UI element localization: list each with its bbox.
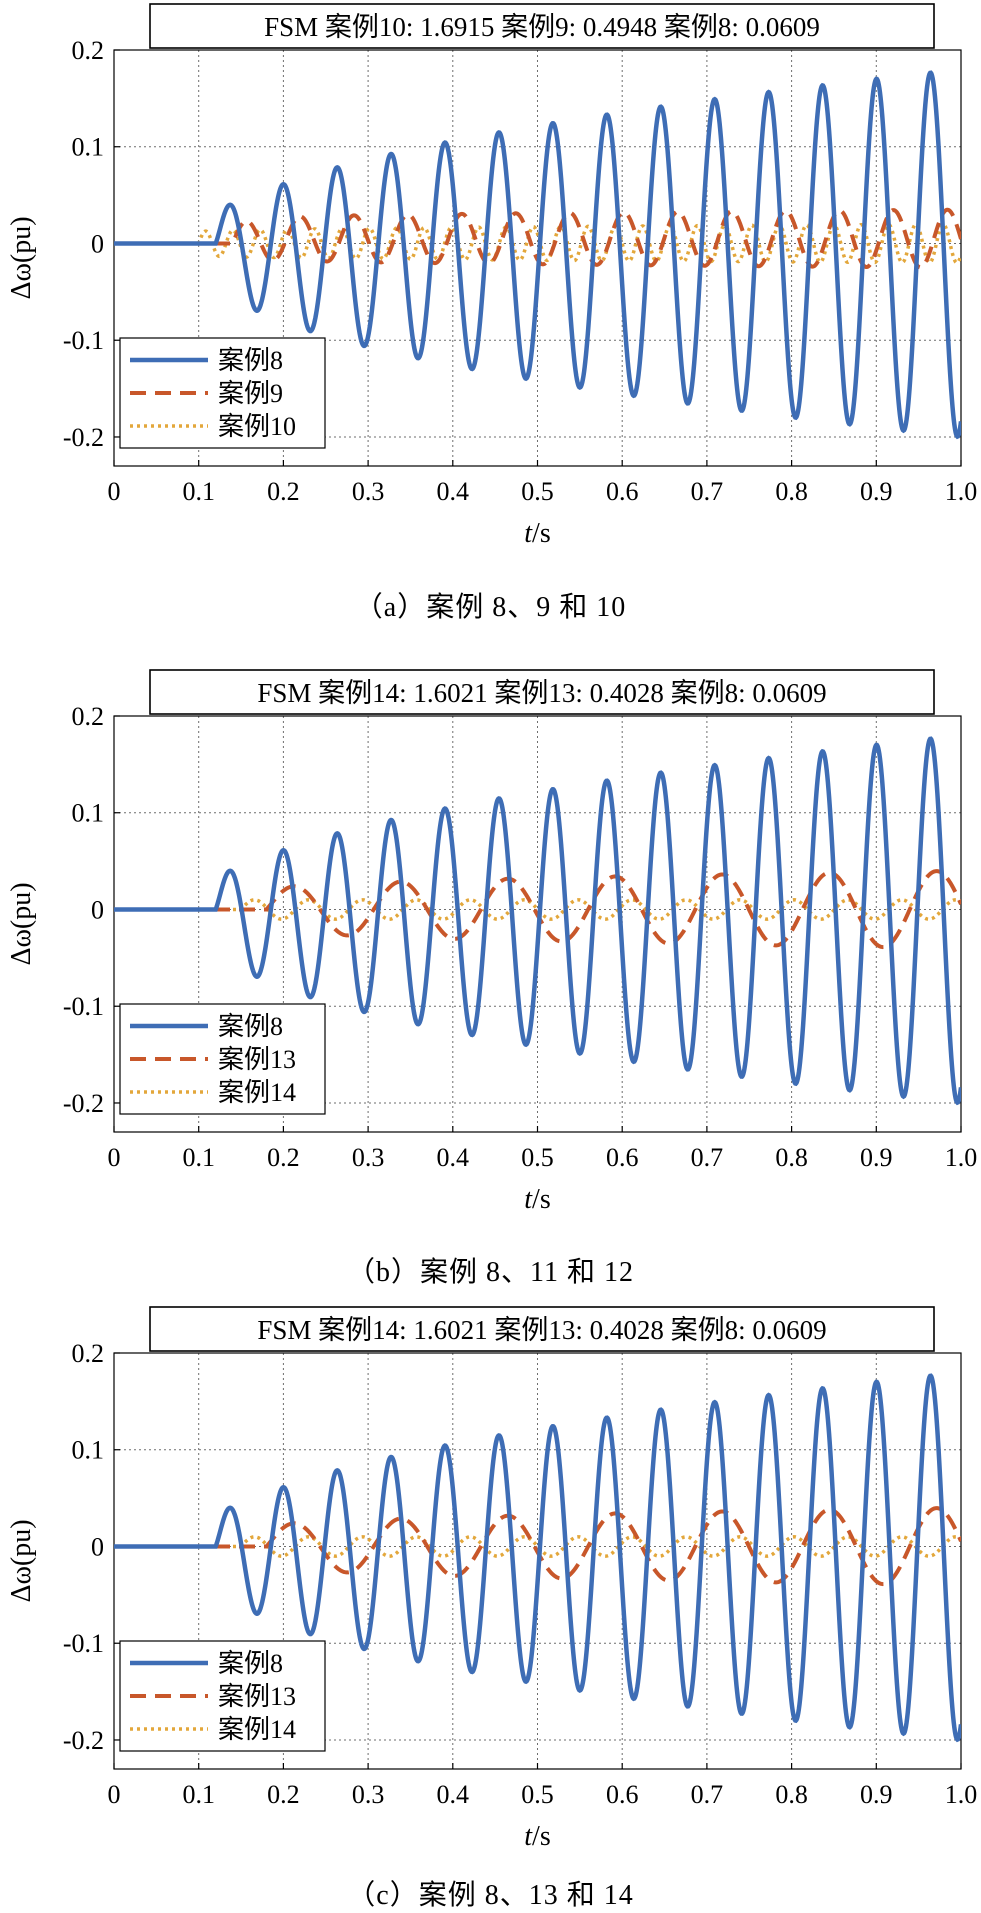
y-tick-label: 0	[91, 895, 104, 924]
legend-box	[119, 1003, 326, 1115]
x-tick-label: 1.0	[945, 1143, 978, 1172]
caption-b: （b）案例 8、11 和 12	[347, 1257, 634, 1288]
x-tick-label: 0.4	[437, 477, 470, 506]
legend-label: 案例14	[218, 1078, 296, 1107]
series-line-0	[114, 1373, 961, 1743]
caption-c: （c）案例 8、13 和 14	[347, 1880, 634, 1911]
y-tick-label: -0.2	[63, 1726, 104, 1755]
x-tick-label: 0.6	[606, 1143, 639, 1172]
x-tick-label: 0.5	[521, 1143, 554, 1172]
x-tick-label: 0.1	[182, 1143, 215, 1172]
series-line-2	[114, 222, 961, 265]
chart-title-box	[149, 3, 935, 49]
x-tick-label: 0.7	[691, 477, 724, 506]
y-tick-label: 0	[91, 229, 104, 258]
x-tick-label: 0.2	[267, 477, 300, 506]
y-tick-label: 0.2	[72, 1339, 105, 1368]
legend-label: 案例8	[218, 346, 283, 375]
x-tick-label: 0.8	[775, 477, 808, 506]
legend-label: 案例9	[218, 379, 283, 408]
chart-panel-a: FSM 案例10: 1.6915 案例9: 0.4948 案例8: 0.0609…	[0, 0, 981, 600]
x-tick-label: 0.3	[352, 477, 385, 506]
chart-title: FSM 案例14: 1.6021 案例13: 0.4028 案例8: 0.060…	[257, 678, 826, 708]
x-tick-label: 0.6	[606, 1780, 639, 1809]
legend-box	[119, 337, 326, 449]
legend-label: 案例14	[218, 1715, 296, 1744]
x-tick-label: 0.8	[775, 1780, 808, 1809]
series-line-0	[114, 736, 961, 1106]
x-tick-label: 0.7	[691, 1143, 724, 1172]
plot-frame	[113, 1352, 962, 1770]
chart-title-box	[149, 669, 935, 715]
x-axis-label: t/s	[524, 1184, 550, 1215]
y-tick-label: 0.1	[72, 1436, 105, 1465]
x-tick-label: 0.2	[267, 1780, 300, 1809]
chart-panel-b: FSM 案例14: 1.6021 案例13: 0.4028 案例8: 0.060…	[0, 666, 981, 1266]
x-tick-label: 0.4	[437, 1143, 470, 1172]
x-tick-label: 0.8	[775, 1143, 808, 1172]
legend-label: 案例10	[218, 412, 296, 441]
x-tick-label: 0	[108, 1780, 121, 1809]
x-axis-label: t/s	[524, 518, 550, 549]
y-tick-label: -0.1	[63, 326, 104, 355]
y-tick-label: -0.2	[63, 423, 104, 452]
chart-b-svg: FSM 案例14: 1.6021 案例13: 0.4028 案例8: 0.060…	[6, 669, 978, 1215]
legend-label: 案例13	[218, 1045, 296, 1074]
legend-label: 案例8	[218, 1012, 283, 1041]
x-tick-label: 0	[108, 1143, 121, 1172]
y-tick-label: 0.1	[72, 133, 105, 162]
x-tick-label: 0.9	[860, 477, 893, 506]
y-tick-label: -0.1	[63, 1629, 104, 1658]
y-axis-label: Δω(pu)	[6, 216, 37, 299]
chart-title-box	[149, 1306, 935, 1352]
x-axis-label: t/s	[524, 1821, 550, 1852]
chart-a-svg: FSM 案例10: 1.6915 案例9: 0.4948 案例8: 0.0609…	[6, 3, 978, 549]
chart-panel-c: FSM 案例14: 1.6021 案例13: 0.4028 案例8: 0.060…	[0, 1303, 981, 1903]
y-tick-label: 0.2	[72, 36, 105, 65]
x-tick-label: 1.0	[945, 477, 978, 506]
y-axis-label: Δω(pu)	[6, 882, 37, 965]
y-tick-label: 0.1	[72, 799, 105, 828]
y-tick-label: 0.2	[72, 702, 105, 731]
caption-a: （a）案例 8、9 和 10	[354, 592, 627, 623]
x-tick-label: 0.2	[267, 1143, 300, 1172]
x-tick-label: 0.9	[860, 1143, 893, 1172]
x-tick-label: 0.5	[521, 1780, 554, 1809]
x-tick-label: 0.1	[182, 1780, 215, 1809]
x-tick-label: 0.6	[606, 477, 639, 506]
plot-frame	[113, 49, 962, 467]
series-line-0	[114, 70, 961, 440]
x-tick-label: 0.3	[352, 1780, 385, 1809]
plot-frame	[113, 715, 962, 1133]
x-tick-label: 0.1	[182, 477, 215, 506]
x-tick-label: 0.7	[691, 1780, 724, 1809]
x-tick-label: 1.0	[945, 1780, 978, 1809]
chart-title: FSM 案例10: 1.6915 案例9: 0.4948 案例8: 0.0609	[264, 12, 820, 42]
y-tick-label: -0.2	[63, 1089, 104, 1118]
x-tick-label: 0.3	[352, 1143, 385, 1172]
chart-c-svg: FSM 案例14: 1.6021 案例13: 0.4028 案例8: 0.060…	[6, 1306, 978, 1852]
legend-label: 案例8	[218, 1649, 283, 1678]
x-tick-label: 0.9	[860, 1780, 893, 1809]
y-tick-label: 0	[91, 1532, 104, 1561]
chart-title: FSM 案例14: 1.6021 案例13: 0.4028 案例8: 0.060…	[257, 1315, 826, 1345]
y-axis-label: Δω(pu)	[6, 1519, 37, 1602]
x-tick-label: 0.5	[521, 477, 554, 506]
legend-label: 案例13	[218, 1682, 296, 1711]
legend-box	[119, 1640, 326, 1752]
y-tick-label: -0.1	[63, 992, 104, 1021]
x-tick-label: 0.4	[437, 1780, 470, 1809]
x-tick-label: 0	[108, 477, 121, 506]
